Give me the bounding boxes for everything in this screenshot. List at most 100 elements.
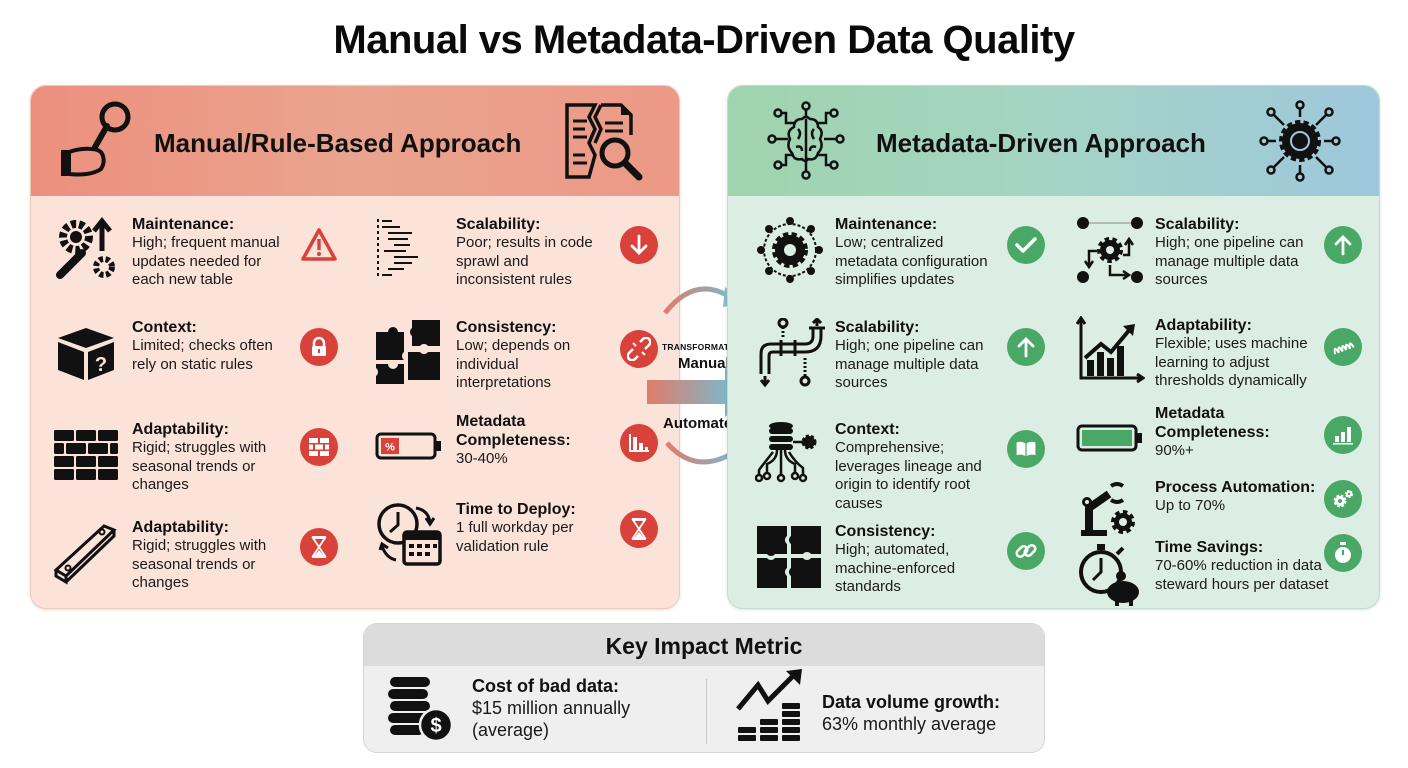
clock-calendar-icon <box>377 503 442 566</box>
manual-panel-header: Manual/Rule-Based Approach <box>31 86 679 196</box>
metric-label: Data volume growth: <box>822 692 1001 712</box>
item-desc-line: interpretations <box>456 374 552 391</box>
coins-dollar-icon: $ <box>388 677 454 743</box>
item-desc-line: Rigid; struggles with <box>132 537 267 554</box>
item-desc-line: each new table <box>132 271 233 288</box>
item-desc-line: thresholds dynamically <box>1155 372 1307 389</box>
key-impact-metric-panel: Key Impact Metric $ Cost of bad data: $1… <box>363 623 1045 753</box>
item-label: Time to Deploy: <box>456 501 576 518</box>
item-label: Context: <box>835 421 900 438</box>
full-battery-icon <box>1076 424 1142 452</box>
item-label: Metadata <box>456 413 526 430</box>
transformation-from-label: Manual <box>678 355 730 372</box>
bar-chart-down-icon <box>620 424 658 462</box>
gear-nodes-icon <box>1077 217 1143 283</box>
bar-chart-up-icon <box>1324 416 1362 454</box>
item-desc-line: origin to identify root <box>835 476 971 493</box>
item-desc-line: rely on static rules <box>132 355 253 373</box>
metric-value-line: (average) <box>472 720 550 740</box>
item-desc-line: Low; depends on <box>456 337 571 354</box>
item-desc-line: High; one pipeline can <box>1155 234 1304 251</box>
mystery-box-icon: ? <box>58 328 114 380</box>
item-desc-line: changes <box>132 476 189 493</box>
item-label: Adaptability: <box>1155 317 1252 334</box>
svg-text:$: $ <box>430 715 441 737</box>
link-icon <box>1007 532 1045 570</box>
hand-magnifier-icon <box>61 101 131 177</box>
robot-arm-gear-icon <box>1081 482 1135 536</box>
checkmark-icon <box>1007 226 1045 264</box>
wave-icon <box>1324 328 1362 366</box>
item-desc-line: standards <box>835 578 901 595</box>
code-sprawl-icon <box>377 219 418 277</box>
item-desc-line: Flexible; uses machine <box>1155 335 1308 352</box>
connected-puzzle-icon <box>757 526 821 588</box>
item-label: Scalability: <box>835 319 920 336</box>
item-desc-line: sources <box>835 374 888 391</box>
svg-text:%: % <box>385 442 395 454</box>
item-label: Scalability: <box>456 216 541 233</box>
item-label: Metadata <box>1155 405 1225 422</box>
database-lineage-icon <box>755 422 817 483</box>
item-desc-line: steward hours per dataset <box>1155 575 1329 593</box>
item-label: Scalability: <box>1155 216 1240 233</box>
pipeline-icon <box>759 318 825 388</box>
item-label: Maintenance: <box>835 216 938 233</box>
warning-triangle-icon <box>300 226 338 264</box>
item-desc-line: sources <box>1155 271 1208 288</box>
metric-value-line: 63% monthly average <box>822 714 997 734</box>
growth-chart-icon <box>1075 316 1145 384</box>
transformation-label: TRANSFORMATION <box>662 342 745 352</box>
item-desc-line: inconsistent rules <box>456 271 572 288</box>
item-label: Context: <box>132 319 197 336</box>
item-desc-line: 30-40% <box>456 450 508 467</box>
item-desc-line: 90%+ <box>1155 442 1194 459</box>
metric-label: Cost of bad data: <box>472 676 619 696</box>
item-label: Completeness: <box>1155 424 1270 441</box>
scattered-puzzle-icon <box>376 320 440 384</box>
page-title: Manual vs Metadata-Driven Data Quality <box>333 18 1075 62</box>
item-desc-line: 70-60% reduction in data <box>1155 557 1322 574</box>
item-desc-line: machine-enforced <box>835 559 956 577</box>
gear-ai-network-icon <box>1259 100 1341 182</box>
brain-network-icon <box>767 101 845 180</box>
metadata-panel-header: Metadata-Driven Approach <box>728 86 1379 196</box>
item-desc-line: Limited; checks often <box>132 337 273 354</box>
item-desc-line: learning to adjust <box>1155 353 1270 371</box>
item-desc-line: changes <box>132 574 189 591</box>
manual-panel-title: Manual/Rule-Based Approach <box>154 128 522 158</box>
brick-wall-badge-icon <box>300 428 338 466</box>
broken-link-icon <box>620 330 658 368</box>
item-desc-line: Up to 70% <box>1155 497 1226 514</box>
item-desc-line: causes <box>835 494 883 512</box>
item-desc-line: High; one pipeline can <box>835 337 984 354</box>
gears-icon <box>1324 480 1362 518</box>
item-label: Consistency: <box>835 523 936 540</box>
item-label: Maintenance: <box>132 216 235 233</box>
hourglass-icon <box>620 510 658 548</box>
item-label: Completeness: <box>456 432 571 449</box>
lock-icon <box>300 328 338 366</box>
item-label: Adaptability: <box>132 421 229 438</box>
item-desc-line: Rigid; struggles with <box>132 439 267 456</box>
svg-text:?: ? <box>95 354 107 376</box>
item-desc-line: simplifies updates <box>835 271 955 288</box>
brick-wall-icon <box>54 430 118 480</box>
trend-up-stack-icon <box>736 669 802 741</box>
item-desc-line: High; automated, <box>835 541 950 558</box>
item-desc-line: Poor; results in code <box>456 234 593 251</box>
item-desc-line: seasonal trends or <box>132 457 256 475</box>
open-book-icon <box>1007 430 1045 468</box>
broken-document-search-icon <box>565 103 643 181</box>
item-desc-line: manage multiple data <box>835 355 979 373</box>
low-battery-percent-icon: % <box>375 432 441 460</box>
down-arrow-icon <box>620 226 658 264</box>
key-metric-title: Key Impact Metric <box>364 624 1044 666</box>
transformation-to-label: Automated <box>663 415 742 432</box>
stopwatch-icon <box>1324 534 1362 572</box>
plank-icon <box>53 524 117 585</box>
item-label: Process Automation: <box>1155 479 1316 496</box>
item-label: Time Savings: <box>1155 539 1264 556</box>
item-desc-line: leverages lineage and <box>835 457 982 475</box>
metadata-approach-panel: Metadata-Driven Approach <box>727 85 1380 609</box>
